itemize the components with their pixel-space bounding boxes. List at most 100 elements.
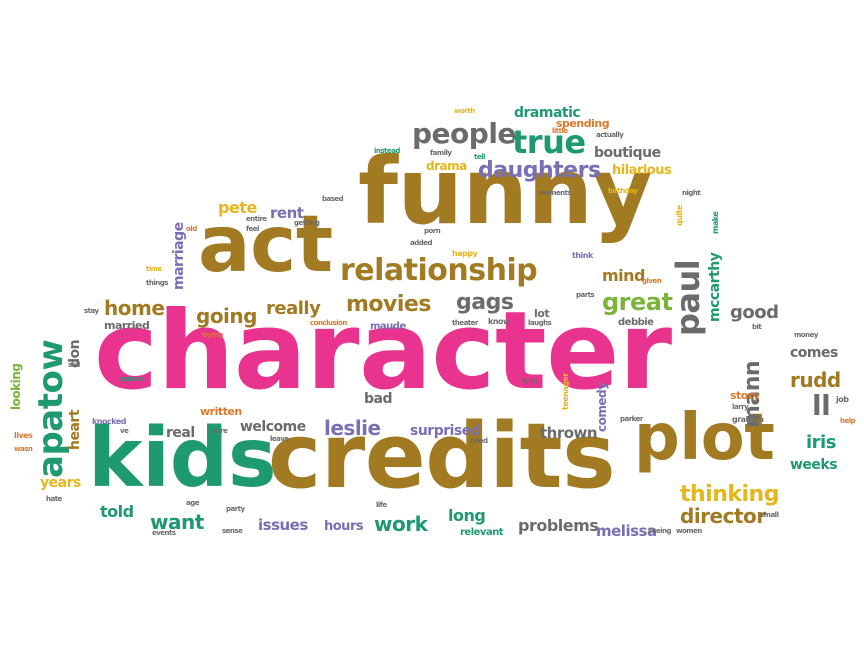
word-good: good xyxy=(730,302,779,323)
word-need: need xyxy=(470,437,488,445)
word-rudd: rudd xyxy=(790,368,841,392)
word-old: old xyxy=(186,225,197,233)
word-family: family xyxy=(430,149,452,157)
word-seeing: seeing xyxy=(648,527,672,535)
word-stay: stay xyxy=(84,307,99,315)
word-based: based xyxy=(322,195,344,203)
word-age: age xyxy=(186,499,199,507)
word-maude: maude xyxy=(370,321,406,332)
word-people: people xyxy=(412,117,516,150)
word-real: real xyxy=(166,425,195,441)
word-ve: ve xyxy=(120,427,129,435)
word-night: night xyxy=(682,189,701,197)
word-weeks: weeks xyxy=(790,457,838,473)
word-movies: movies xyxy=(346,292,431,317)
word-looking: looking xyxy=(9,363,23,410)
word-feel: feel xyxy=(246,225,259,233)
word-true: true xyxy=(512,123,586,161)
word-bit: bit xyxy=(752,323,762,331)
word-melissa: melissa xyxy=(596,522,657,540)
word-laughs: laughs xyxy=(528,319,552,327)
word-long: long xyxy=(448,506,486,525)
word-daughters: daughters xyxy=(478,158,601,183)
word-thrown: thrown xyxy=(540,424,598,442)
word-act: act xyxy=(198,200,333,290)
word-comes: comes xyxy=(790,345,838,361)
word-lot: lot xyxy=(534,307,550,320)
word-marriage: marriage xyxy=(171,222,187,290)
word-make: make xyxy=(711,211,720,234)
word-story: story xyxy=(730,389,760,402)
word-kids: kids xyxy=(88,411,277,506)
word-mind: mind xyxy=(602,266,646,285)
word-worth: worth xyxy=(454,107,475,115)
word-knocked: knocked xyxy=(92,417,127,426)
word-larry: larry xyxy=(732,403,749,411)
word-graham: graham xyxy=(732,415,764,424)
word-leave: leave xyxy=(270,435,289,443)
word-surprised: surprised xyxy=(410,423,481,439)
word-mccarthy: mccarthy xyxy=(707,252,723,322)
word-relationship: relationship xyxy=(340,253,538,288)
word-time: time xyxy=(146,265,162,273)
word-character: character xyxy=(94,289,672,414)
word-entire: entire xyxy=(246,215,267,223)
word-lives: lives xyxy=(14,431,33,440)
word-funny: funny xyxy=(358,138,652,245)
word-added: added xyxy=(410,239,433,247)
word-teenager: teenager xyxy=(561,373,570,410)
word-little: little xyxy=(552,127,568,135)
word-home: home xyxy=(104,296,165,320)
word-parker: parker xyxy=(620,415,643,423)
word-iris: iris xyxy=(806,432,836,453)
word-scenes: scenes xyxy=(120,375,144,383)
word-years: years xyxy=(40,475,81,491)
word-quite: quite xyxy=(675,205,684,226)
word-things: things xyxy=(146,279,168,287)
word-theater: theater xyxy=(452,319,478,327)
word-dramatic: dramatic xyxy=(514,105,581,121)
word-porn: porn xyxy=(424,227,441,235)
word-happy: happy xyxy=(452,249,478,258)
word-think: think xyxy=(572,251,593,260)
word-great: great xyxy=(602,288,673,316)
word-events: events xyxy=(152,529,176,537)
word-help: help xyxy=(840,417,856,425)
word-gags: gags xyxy=(456,290,514,315)
word-tell: tell xyxy=(474,153,485,161)
word-paul: paul xyxy=(669,259,707,336)
word-parts: parts xyxy=(576,291,595,299)
word-relevant: relevant xyxy=(460,527,504,538)
word-work: work xyxy=(374,512,428,536)
word-leslie: leslie xyxy=(324,416,381,440)
word-moments: moments xyxy=(538,189,572,197)
word-director: director xyxy=(680,504,766,528)
word-married: married xyxy=(104,319,150,332)
word-drama: drama xyxy=(426,159,467,173)
word-credits: credits xyxy=(268,404,616,509)
word-pete: pete xyxy=(218,198,257,217)
word-rent: rent xyxy=(270,204,304,222)
word-problems: problems xyxy=(518,516,599,535)
word-plot: plot xyxy=(634,401,775,475)
word-women: women xyxy=(676,527,702,535)
word-really: really xyxy=(266,298,321,319)
word-life: life xyxy=(376,501,387,509)
word-issues: issues xyxy=(258,516,308,534)
word-hilarious: hilarious xyxy=(612,163,672,178)
word-apatow: apatow xyxy=(31,339,71,478)
word-thinking: thinking xyxy=(680,482,779,507)
word-instead: instead xyxy=(374,147,400,155)
word-trying: trying xyxy=(202,331,223,339)
word-written: written xyxy=(200,405,242,418)
word-given: given xyxy=(642,277,662,285)
word-lines: lines xyxy=(522,377,539,385)
word-birthday: birthday xyxy=(608,187,638,195)
word-getting: getting xyxy=(294,219,320,227)
word-going: going xyxy=(196,304,257,328)
word-ll: ll xyxy=(812,389,831,422)
word-party: party xyxy=(226,505,245,513)
word-small: small xyxy=(760,511,779,519)
word-know: know xyxy=(488,317,510,326)
